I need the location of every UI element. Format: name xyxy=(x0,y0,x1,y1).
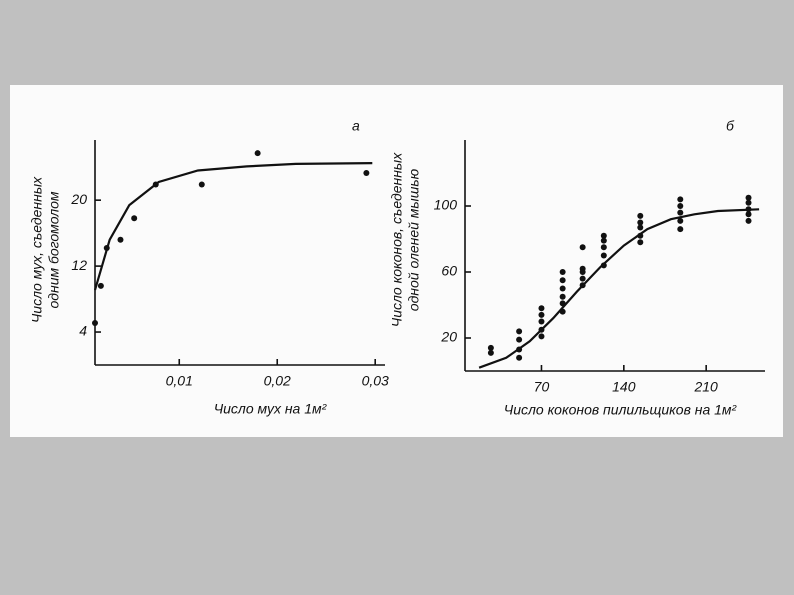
point xyxy=(677,217,684,224)
x-tick-label: 210 xyxy=(693,379,718,395)
y-tick-label: 20 xyxy=(70,191,87,207)
point xyxy=(487,344,494,351)
point xyxy=(677,209,684,216)
point xyxy=(538,305,545,312)
fit-curve xyxy=(93,162,373,291)
y-axis-label-line: Число мух, съеденных xyxy=(29,176,45,323)
point xyxy=(559,277,566,284)
point xyxy=(559,285,566,292)
x-tick-label: 0,01 xyxy=(166,373,193,389)
point xyxy=(97,282,104,289)
point xyxy=(677,226,684,233)
point xyxy=(579,244,586,251)
y-axis-label-line: одним богомолом xyxy=(46,191,62,308)
point xyxy=(637,239,644,246)
y-axis-label-line: одной оленей мышью xyxy=(406,168,422,311)
point xyxy=(677,203,684,209)
x-tick-label: 0,02 xyxy=(264,373,291,389)
y-axis-label: Число коконов, съеденных одной оленей мыш… xyxy=(389,152,422,327)
point xyxy=(745,199,752,206)
point xyxy=(538,318,545,325)
point xyxy=(538,311,545,318)
point xyxy=(600,252,607,259)
x-axis-label: Число коконов пилильщиков на 1м² xyxy=(504,402,738,418)
point xyxy=(131,215,138,222)
x-tick-label: 70 xyxy=(534,379,550,395)
point xyxy=(538,333,545,340)
panel-label: а xyxy=(352,118,360,134)
point xyxy=(254,150,261,157)
point xyxy=(600,244,607,251)
point xyxy=(363,169,370,176)
point xyxy=(600,237,607,244)
point xyxy=(92,319,98,326)
point xyxy=(745,217,752,224)
fit-curve xyxy=(478,208,760,369)
y-tick-label: 4 xyxy=(79,323,87,339)
point xyxy=(637,212,644,219)
x-tick-label: 0,03 xyxy=(362,373,389,389)
point xyxy=(745,211,752,218)
point xyxy=(117,236,124,243)
y-tick-label: 100 xyxy=(434,197,458,213)
point xyxy=(579,275,586,282)
point xyxy=(559,269,566,275)
y-axis-label: Число мух, съеденных одним богомолом xyxy=(29,176,62,323)
point xyxy=(559,293,566,300)
scan xyxy=(10,85,783,437)
y-axis-label-line: Число коконов, съеденных xyxy=(389,152,405,327)
point xyxy=(579,269,586,275)
point xyxy=(600,232,607,239)
point xyxy=(198,181,205,188)
point xyxy=(637,224,644,231)
point xyxy=(745,194,752,201)
point xyxy=(516,354,523,361)
y-tick-label: 20 xyxy=(440,329,457,345)
point xyxy=(516,336,523,343)
panel-label: б xyxy=(726,118,735,134)
y-tick-label: 60 xyxy=(441,263,457,279)
point xyxy=(637,219,644,226)
point xyxy=(516,328,523,335)
point xyxy=(677,196,684,203)
x-axis-label: Число мух на 1м² xyxy=(214,401,328,417)
point xyxy=(487,349,494,356)
y-tick-label: 12 xyxy=(71,257,87,273)
x-tick-label: 140 xyxy=(612,379,636,395)
